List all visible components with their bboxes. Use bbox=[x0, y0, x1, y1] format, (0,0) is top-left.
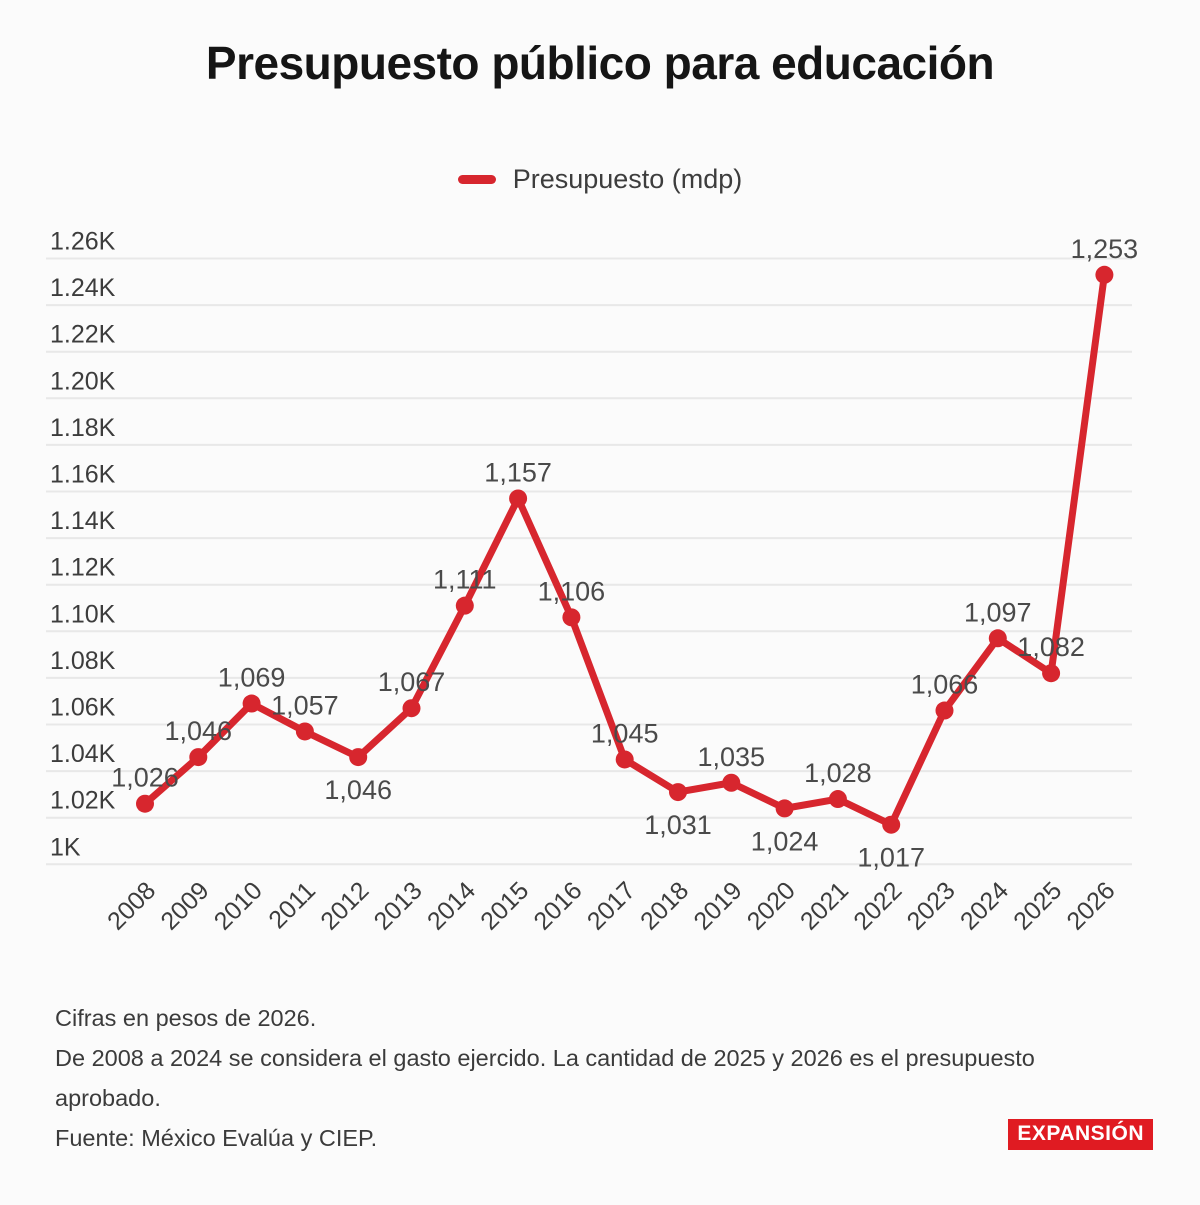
data-point-marker bbox=[509, 489, 528, 508]
footnote-line-2: De 2008 a 2024 se considera el gasto eje… bbox=[55, 1045, 1035, 1111]
data-point-marker bbox=[562, 608, 581, 627]
y-tick-label: 1K bbox=[50, 833, 81, 861]
chart-area: 1K 1.02K 1.04K 1.06K 1.08K 1.10K 1.12K 1.14K 1.1… bbox=[0, 220, 1200, 970]
x-tick-label: 2014 bbox=[422, 876, 481, 935]
x-tick-label: 2018 bbox=[635, 876, 694, 935]
data-point-marker bbox=[882, 815, 901, 834]
data-point-marker bbox=[189, 748, 208, 767]
y-tick-label: 1.04K bbox=[50, 740, 116, 768]
data-point-label: 1,046 bbox=[165, 716, 233, 746]
legend-line-swatch bbox=[457, 175, 496, 184]
data-point-label: 1,028 bbox=[804, 758, 872, 788]
data-point-marker bbox=[455, 596, 474, 615]
x-tick-label: 2010 bbox=[209, 876, 268, 935]
data-point-marker bbox=[1095, 265, 1114, 284]
y-axis-tick-labels: 1K 1.02K 1.04K 1.06K 1.08K 1.10K 1.12K 1.14K 1.1… bbox=[50, 228, 116, 862]
y-tick-label: 1.10K bbox=[50, 600, 116, 628]
data-point-label: 1,031 bbox=[644, 810, 712, 840]
data-point-marker bbox=[775, 799, 794, 818]
x-tick-label: 2024 bbox=[955, 876, 1014, 935]
data-point-label: 1,157 bbox=[484, 457, 552, 487]
data-point-marker bbox=[349, 748, 368, 767]
data-point-label: 1,069 bbox=[218, 663, 286, 693]
data-points bbox=[136, 265, 1114, 834]
x-tick-label: 2022 bbox=[848, 876, 907, 935]
data-point-label: 1,106 bbox=[538, 576, 606, 606]
legend-series-label: Presupuesto (mdp) bbox=[512, 164, 743, 194]
data-point-label: 1,035 bbox=[698, 742, 766, 772]
data-point-label: 1,097 bbox=[964, 597, 1032, 627]
y-tick-label: 1.06K bbox=[50, 694, 116, 722]
data-point-marker bbox=[1042, 664, 1061, 683]
y-tick-label: 1.26K bbox=[50, 228, 116, 256]
data-point-label: 1,066 bbox=[911, 670, 979, 700]
data-point-label: 1,111 bbox=[433, 565, 497, 595]
x-tick-label: 2023 bbox=[902, 876, 961, 935]
data-point-label: 1,046 bbox=[324, 775, 392, 805]
data-point-label: 1,082 bbox=[1017, 632, 1085, 662]
data-point-label: 1,017 bbox=[857, 843, 925, 873]
footnote-line-3: Fuente: México Evalúa y CIEP. bbox=[55, 1125, 378, 1151]
data-point-marker bbox=[935, 701, 954, 720]
data-point-label: 1,024 bbox=[751, 826, 819, 856]
y-tick-label: 1.16K bbox=[50, 461, 116, 489]
x-tick-label: 2020 bbox=[742, 876, 801, 935]
footnote-line-1: Cifras en pesos de 2026. bbox=[55, 1005, 317, 1031]
y-tick-label: 1.02K bbox=[50, 787, 116, 815]
data-point-label: 1,026 bbox=[111, 763, 179, 793]
x-tick-label: 2013 bbox=[369, 876, 428, 935]
data-point-marker bbox=[402, 699, 421, 718]
x-tick-label: 2015 bbox=[475, 876, 534, 935]
chart-footnotes: Cifras en pesos de 2026. De 2008 a 2024 … bbox=[55, 998, 1060, 1158]
data-point-marker bbox=[136, 794, 154, 813]
budget-line-chart: 1K 1.02K 1.04K 1.06K 1.08K 1.10K 1.12K 1.14K 1.1… bbox=[46, 228, 1138, 936]
x-tick-label: 2021 bbox=[795, 876, 854, 935]
y-tick-label: 1.14K bbox=[50, 507, 116, 535]
x-axis-tick-labels: 2008200920102011201220132014201520162017… bbox=[102, 876, 1121, 935]
data-point-label: 1,067 bbox=[378, 667, 446, 697]
data-point-marker bbox=[295, 722, 314, 741]
chart-legend: Presupuesto (mdp) bbox=[0, 164, 1200, 195]
x-tick-label: 2026 bbox=[1062, 876, 1121, 935]
data-point-marker bbox=[722, 773, 741, 792]
data-point-marker bbox=[615, 750, 634, 769]
y-tick-label: 1.12K bbox=[50, 554, 116, 582]
data-point-marker bbox=[242, 694, 261, 713]
data-point-marker bbox=[988, 629, 1007, 648]
x-tick-label: 2009 bbox=[155, 876, 214, 935]
x-tick-label: 2011 bbox=[263, 876, 321, 934]
data-point-marker bbox=[828, 790, 847, 809]
y-tick-label: 1.22K bbox=[50, 321, 116, 349]
data-point-label: 1,057 bbox=[271, 690, 339, 720]
data-point-label: 1,045 bbox=[591, 718, 659, 748]
x-tick-label: 2012 bbox=[315, 876, 374, 935]
data-point-marker bbox=[669, 783, 687, 802]
chart-title: Presupuesto público para educación bbox=[205, 37, 995, 89]
data-point-label: 1,253 bbox=[1071, 234, 1139, 264]
x-tick-label: 2016 bbox=[529, 876, 588, 935]
y-tick-label: 1.20K bbox=[50, 367, 116, 395]
y-tick-label: 1.08K bbox=[50, 647, 116, 675]
y-tick-label: 1.24K bbox=[50, 274, 116, 302]
y-tick-label: 1.18K bbox=[50, 414, 116, 442]
x-tick-label: 2017 bbox=[582, 876, 641, 935]
gridlines bbox=[46, 257, 1132, 866]
x-tick-label: 2025 bbox=[1008, 876, 1067, 935]
x-tick-label: 2019 bbox=[688, 876, 747, 935]
x-tick-label: 2008 bbox=[102, 876, 161, 935]
expansion-logo: EXPANSIÓN bbox=[1008, 1119, 1153, 1150]
